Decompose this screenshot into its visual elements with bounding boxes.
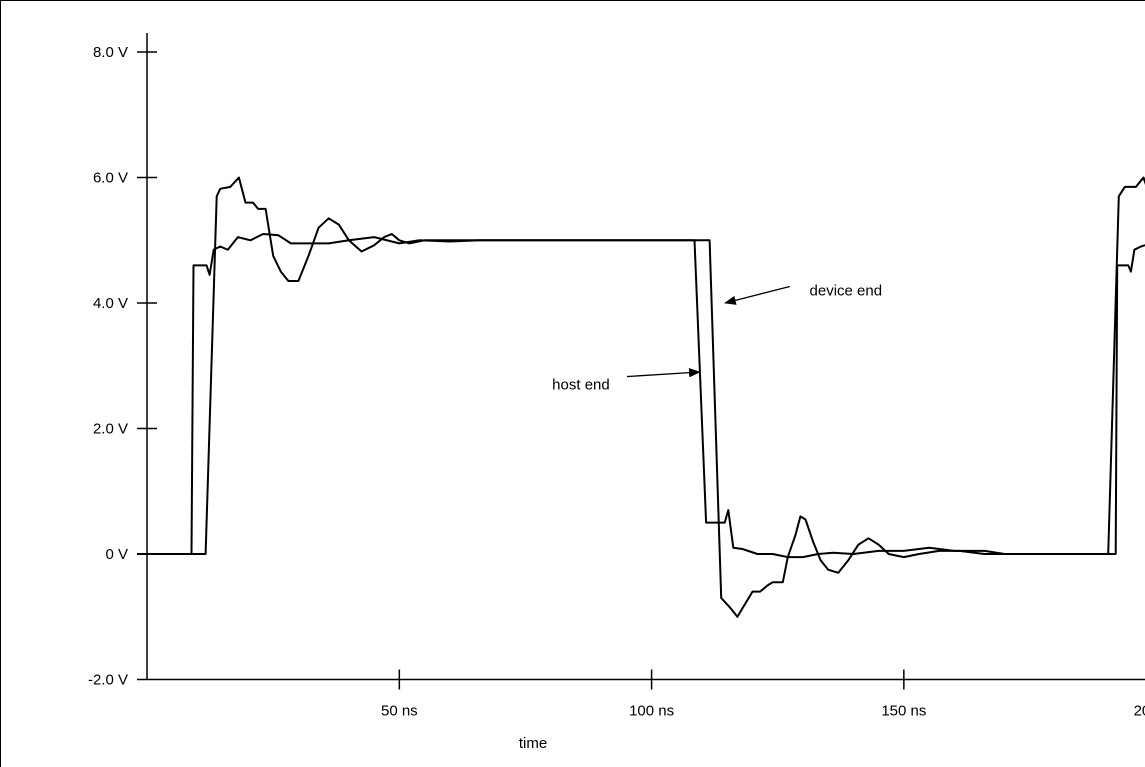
series-layer — [137, 176, 1145, 618]
annotation-label: host end — [552, 377, 610, 394]
x-axis-label: time — [519, 735, 547, 752]
x-tick-label: 200 ns — [1134, 703, 1145, 720]
y-tick-label: 4.0 V — [93, 295, 128, 312]
axes: 8.0 V 6.0 V 4.0 V 2.0 V 0 V -2.0 V 50 ns 100 ns… — [88, 33, 1145, 720]
y-tick-label: 8.0 V — [93, 44, 128, 61]
series-line-1 — [137, 233, 1145, 559]
y-tick-label: 2.0 V — [93, 421, 128, 438]
y-tick-label: 0 V — [105, 546, 128, 563]
y-tick-label: -2.0 V — [88, 672, 128, 689]
x-tick-label: 50 ns — [381, 703, 418, 720]
annotation-arrow — [626, 368, 701, 378]
x-tick-label: 100 ns — [629, 703, 674, 720]
series-line-2 — [137, 176, 1145, 618]
annotation-layer: host end device end — [552, 282, 882, 393]
annotation-arrow — [724, 285, 790, 305]
y-tick-label: 6.0 V — [93, 170, 128, 187]
x-tick-label: 150 ns — [881, 703, 926, 720]
annotation-label: device end — [810, 282, 883, 299]
